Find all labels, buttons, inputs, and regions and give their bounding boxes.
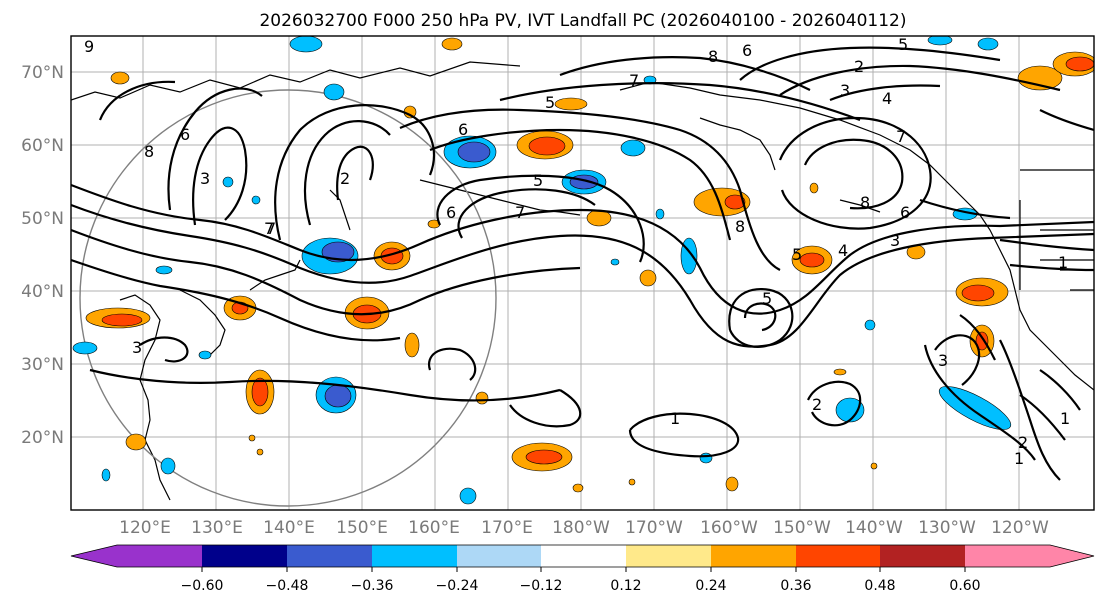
contour-label: 3 [840,81,850,100]
colorbar-tick-label: 0.60 [949,578,980,594]
lon-label: 180°W [552,518,610,538]
contour-label: 7 [629,71,639,90]
negative-pv-patches [72,36,1012,505]
map-frame [70,35,1095,511]
lon-label: 150°W [773,518,831,538]
contour-label: 9 [84,37,94,56]
colorbar-tick-label: −0.24 [436,578,479,594]
colorbar-tick-label: −0.12 [520,578,563,594]
lon-label: 140°W [845,518,903,538]
gridlines [71,36,1094,510]
contour-label: 6 [900,203,910,222]
colorbar-segment [880,545,965,567]
contour-label: 1 [1014,449,1024,468]
lat-label: 40°N [21,282,64,302]
colorbar-segment [202,545,287,567]
contour-label: 6 [458,120,468,139]
contour-label: 5 [898,35,908,54]
contour-label: 2 [854,57,864,76]
contour-label: 2 [340,169,350,188]
lat-label: 20°N [21,428,64,448]
coastlines [71,61,1094,501]
colorbar-segment [287,545,372,567]
lon-label: 170°W [625,518,683,538]
contour-label: 4 [838,241,848,260]
contour-label: 8 [144,142,154,161]
contour-label: 5 [533,171,543,190]
reference-circle [79,89,497,507]
contour-label: 6 [446,203,456,222]
contour-label: 3 [200,169,210,188]
contour-label: 3 [132,338,142,357]
latitude-labels: 70°N 60°N 50°N 40°N 30°N 20°N [21,63,64,448]
colorbar-tick-label: −0.36 [351,578,394,594]
lat-label: 60°N [21,136,64,156]
colorbar-segment [457,545,541,567]
contour-label: 8 [735,217,745,236]
contour-label: 7 [264,219,274,238]
colorbar-segment [796,545,880,567]
colorbar-tick-label: 0.48 [864,578,895,594]
lon-label: 160°E [408,518,460,538]
colorbar-tick-label: −0.48 [266,578,309,594]
colorbar-outline [70,544,1095,568]
contour-label: 2 [812,395,822,414]
colorbar-tick-label: −0.60 [181,578,224,594]
contour-label: 6 [742,41,752,60]
colorbar-tick-label: 0.36 [780,578,811,594]
colorbar-segment [71,545,117,567]
lat-label: 50°N [21,209,64,229]
contour-label: 5 [545,93,555,112]
lon-label: 140°E [263,518,315,538]
contour-label: 8 [860,193,870,212]
contour-label: 1 [1058,253,1068,272]
colorbar-tick-label: 0.24 [695,578,726,594]
lon-label: 160°W [700,518,758,538]
lon-label: 150°E [336,518,388,538]
colorbar-segment [626,545,711,567]
contour-label: 3 [890,231,900,250]
contour-label: 1 [670,409,680,428]
colorbar-segment [541,545,626,567]
lon-label: 120°W [991,518,1049,538]
contour-labels: 9 8 6 7 8 6 2 5 3 4 7 7 5 3 6 7 5 8 6 3 … [84,35,1070,468]
colorbar-segment [711,545,796,567]
contour-label: 7 [515,203,525,222]
contour-label: 3 [938,351,948,370]
ivt-contours [71,46,1094,481]
lat-label: 30°N [21,355,64,375]
lat-label: 70°N [21,63,64,83]
lon-label: 120°E [119,518,171,538]
contour-label: 6 [180,125,190,144]
contour-label: 8 [708,47,718,66]
contour-label: 2 [1018,433,1028,452]
colorbar-segment [117,545,202,567]
colorbar-segment [965,545,1050,567]
lon-label: 130°E [191,518,243,538]
contour-label: 4 [882,89,892,108]
map-panel: 9 8 6 7 8 6 2 5 3 4 7 7 5 3 6 7 5 8 6 3 … [71,35,1094,510]
lon-label: 170°E [481,518,533,538]
figure-title: 2026032700 F000 250 hPa PV, IVT Landfall… [259,11,906,31]
contour-label: 5 [792,245,802,264]
colorbar-tick-label: 0.12 [610,578,641,594]
colorbar-segment [372,545,457,567]
contour-label: 7 [266,219,276,238]
contour-label: 5 [762,289,772,308]
longitude-labels: 120°E 130°E 140°E 150°E 160°E 170°E 180°… [119,518,1049,538]
colorbar: −0.60 −0.48 −0.36 −0.24 −0.12 0.12 0.24 … [70,544,1095,594]
contour-label: 1 [1060,409,1070,428]
colorbar-segment [1050,545,1094,567]
contour-label: 7 [896,127,906,146]
lon-label: 130°W [918,518,976,538]
